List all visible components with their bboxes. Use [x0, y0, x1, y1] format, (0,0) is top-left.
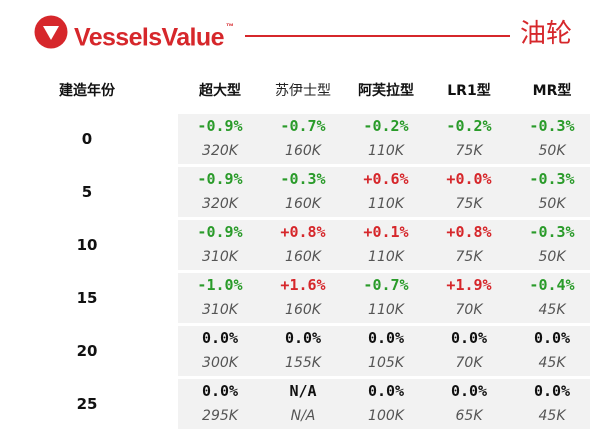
change-percent: +1.9%: [446, 276, 492, 294]
header: VesselsValue ™ 油轮: [0, 0, 600, 70]
vessel-value: 110K: [368, 196, 404, 212]
change-percent: -0.3%: [280, 170, 326, 188]
change-percent: -0.2%: [363, 117, 409, 135]
vessel-value: 105K: [368, 355, 404, 371]
change-percent: -0.9%: [197, 223, 243, 241]
change-percent: -0.2%: [446, 117, 492, 135]
column-header: 阿芙拉型: [358, 83, 414, 99]
table-row: [178, 379, 590, 429]
vessel-value: 75K: [455, 249, 483, 265]
change-percent: 0.0%: [367, 329, 405, 347]
table-row: [178, 326, 590, 376]
column-header-build-year: 建造年份: [59, 83, 115, 99]
trademark-mark: ™: [225, 22, 234, 31]
vessel-value: 310K: [202, 302, 238, 318]
table-row: [178, 167, 590, 217]
change-percent: 0.0%: [533, 329, 571, 347]
vessel-value: 320K: [202, 196, 238, 212]
change-percent: 0.0%: [367, 382, 405, 400]
change-percent: 0.0%: [533, 382, 571, 400]
vessel-value: 110K: [368, 302, 404, 318]
change-percent: 0.0%: [450, 382, 488, 400]
build-age-label: 5: [81, 183, 93, 201]
vessel-value: 75K: [455, 143, 483, 159]
category-title: 油轮: [520, 19, 573, 49]
change-percent: -0.9%: [197, 170, 243, 188]
vessel-value: 100K: [368, 408, 404, 424]
change-percent: +0.0%: [446, 170, 492, 188]
column-header: LR1型: [447, 83, 491, 99]
brand-text: VesselsValue: [74, 23, 224, 52]
build-age-label: 10: [76, 236, 98, 254]
triangle-in-circle-logo-icon: [34, 15, 68, 49]
vessel-value: 70K: [455, 355, 483, 371]
vessel-value: 45K: [538, 302, 566, 318]
build-age-label: 25: [76, 395, 98, 413]
vessel-value: 110K: [368, 249, 404, 265]
vessel-value: 160K: [285, 302, 321, 318]
vessel-value: 160K: [285, 196, 321, 212]
change-percent: 0.0%: [450, 329, 488, 347]
vessel-value: 45K: [538, 355, 566, 371]
vessel-value: 45K: [538, 408, 566, 424]
vessel-value: 300K: [202, 355, 238, 371]
vessel-value: 70K: [455, 302, 483, 318]
vessel-value: 50K: [538, 249, 566, 265]
change-percent: +0.1%: [363, 223, 409, 241]
change-percent: 0.0%: [284, 329, 322, 347]
change-percent: -0.7%: [280, 117, 326, 135]
vessel-value: 110K: [368, 143, 404, 159]
vessel-value: 50K: [538, 143, 566, 159]
change-percent: +0.8%: [446, 223, 492, 241]
column-header: 超大型: [199, 83, 241, 99]
vessel-value: 295K: [202, 408, 238, 424]
vessel-value: 155K: [285, 355, 321, 371]
vessel-value: 75K: [455, 196, 483, 212]
table-row: [178, 273, 590, 323]
change-percent: -0.3%: [529, 170, 575, 188]
brand-name: VesselsValue ™: [74, 19, 234, 52]
vessel-value: 160K: [285, 143, 321, 159]
header-divider: [245, 35, 510, 37]
change-percent: -1.0%: [197, 276, 243, 294]
build-age-label: 0: [81, 130, 93, 148]
build-age-label: 20: [76, 342, 98, 360]
vessel-value: 320K: [202, 143, 238, 159]
column-header: 苏伊士型: [275, 83, 331, 99]
change-percent: +0.8%: [280, 223, 326, 241]
change-percent: -0.3%: [529, 223, 575, 241]
value-table: 建造年份 超大型 苏伊士型 阿芙拉型 LR1型 MR型 0 -0.9% 320K -0.7% 16…: [0, 78, 600, 429]
change-percent: N/A: [289, 382, 317, 400]
change-percent: 0.0%: [201, 382, 239, 400]
change-percent: +0.6%: [363, 170, 409, 188]
change-percent: -0.3%: [529, 117, 575, 135]
vessel-value: 50K: [538, 196, 566, 212]
table-row: [178, 220, 590, 270]
column-header: MR型: [532, 83, 572, 99]
vessel-value: 310K: [202, 249, 238, 265]
vessel-value: N/A: [290, 408, 316, 424]
change-percent: -0.7%: [363, 276, 409, 294]
change-percent: -0.4%: [529, 276, 575, 294]
build-age-label: 15: [76, 289, 98, 307]
table-row: [178, 114, 590, 164]
vessel-value: 160K: [285, 249, 321, 265]
vessel-value: 65K: [455, 408, 483, 424]
change-percent: 0.0%: [201, 329, 239, 347]
change-percent: -0.9%: [197, 117, 243, 135]
change-percent: +1.6%: [280, 276, 326, 294]
